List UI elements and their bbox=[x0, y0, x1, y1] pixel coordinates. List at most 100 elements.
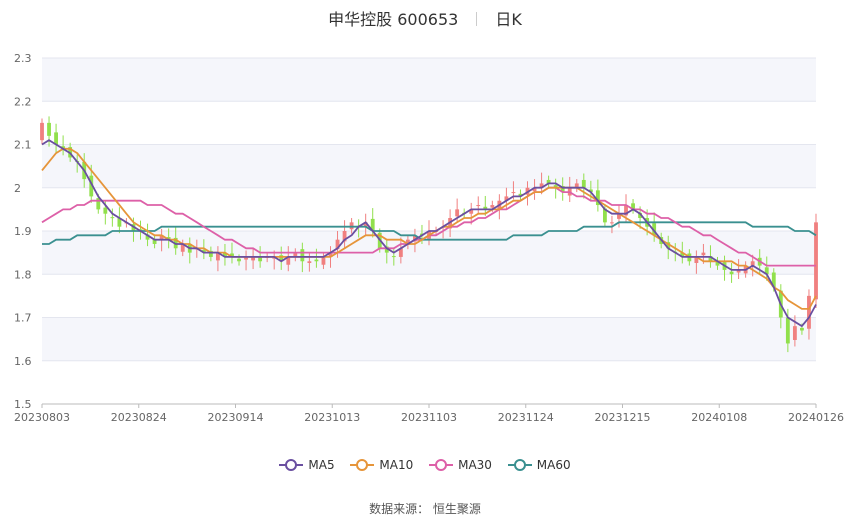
x-tick-label: 20231124 bbox=[498, 411, 554, 424]
candle-body bbox=[201, 250, 206, 253]
candle-body bbox=[230, 253, 234, 257]
grid-band bbox=[42, 58, 816, 102]
candle bbox=[230, 242, 234, 264]
stock-name: 申华控股 600653 bbox=[328, 10, 459, 29]
candle-body bbox=[532, 187, 537, 192]
candle-body bbox=[314, 259, 319, 262]
candle-body bbox=[771, 272, 776, 288]
candle-body bbox=[258, 256, 263, 262]
candle-body bbox=[469, 209, 474, 214]
grid-band bbox=[42, 317, 816, 361]
y-tick-label: 2 bbox=[14, 182, 21, 195]
ma60-marker-icon bbox=[507, 459, 532, 471]
candle-body bbox=[47, 122, 51, 136]
legend-item-ma30[interactable]: MA30 bbox=[429, 458, 492, 472]
candle-body bbox=[96, 198, 101, 210]
candle-body bbox=[610, 222, 614, 224]
ma10-marker-icon bbox=[350, 459, 375, 471]
ma-lines bbox=[41, 139, 817, 328]
candle-body bbox=[631, 203, 635, 210]
x-tick-label: 20231013 bbox=[304, 411, 360, 424]
candle bbox=[574, 179, 579, 193]
y-tick-label: 1.6 bbox=[14, 355, 32, 368]
candle-body bbox=[251, 256, 256, 261]
candle-body bbox=[413, 235, 417, 242]
ma5-line bbox=[41, 139, 817, 328]
candle-body bbox=[40, 122, 44, 141]
candle bbox=[631, 198, 635, 214]
x-axis: 20230803 20230824 20230914 20231013 20231103… bbox=[14, 403, 844, 424]
candle-body bbox=[792, 326, 797, 340]
y-tick-label: 1.5 bbox=[14, 398, 32, 411]
candle-body bbox=[729, 271, 734, 275]
candle-body bbox=[553, 185, 558, 188]
candle bbox=[483, 195, 488, 216]
candle bbox=[405, 235, 410, 250]
candle bbox=[279, 246, 284, 270]
candle bbox=[384, 240, 389, 264]
candle-body bbox=[117, 218, 122, 227]
candle-body bbox=[370, 218, 375, 231]
legend-item-ma5[interactable]: MA5 bbox=[279, 458, 335, 472]
legend-item-ma10[interactable]: MA10 bbox=[350, 458, 413, 472]
candle bbox=[54, 123, 58, 154]
x-tick-label: 20231103 bbox=[401, 411, 457, 424]
x-tick-label: 20230914 bbox=[208, 411, 264, 424]
legend-label: MA30 bbox=[458, 458, 492, 472]
x-tick-label: 20230803 bbox=[14, 411, 70, 424]
candle bbox=[652, 212, 657, 242]
candle bbox=[363, 213, 368, 236]
candle-body bbox=[652, 223, 657, 236]
candle-body bbox=[363, 222, 368, 227]
candle bbox=[617, 205, 621, 228]
candle-body bbox=[307, 261, 312, 264]
candle-body bbox=[785, 317, 790, 344]
candle bbox=[180, 239, 185, 257]
candle bbox=[532, 179, 537, 200]
candle-body bbox=[89, 175, 94, 197]
candle bbox=[602, 204, 607, 227]
candle-body bbox=[328, 252, 333, 257]
candle bbox=[208, 246, 213, 262]
candle bbox=[807, 289, 811, 340]
candle-body bbox=[180, 243, 185, 252]
legend-item-ma60[interactable]: MA60 bbox=[507, 458, 571, 472]
candle bbox=[560, 177, 565, 201]
candle bbox=[110, 208, 115, 227]
candle-body bbox=[764, 267, 769, 275]
candle bbox=[715, 256, 720, 270]
candle-body bbox=[574, 183, 579, 188]
candle-body bbox=[279, 255, 284, 262]
candle bbox=[307, 252, 312, 272]
candle-body bbox=[476, 205, 481, 207]
candle-body bbox=[321, 256, 326, 265]
candle-body bbox=[638, 212, 643, 219]
x-tick-label: 20230824 bbox=[111, 411, 167, 424]
candle-body bbox=[490, 205, 495, 208]
candle-body bbox=[617, 213, 621, 219]
candle-body bbox=[237, 258, 241, 262]
candle bbox=[814, 213, 818, 308]
candle-body bbox=[518, 193, 523, 197]
candle bbox=[391, 247, 396, 266]
candle-body bbox=[300, 249, 305, 262]
candle-body bbox=[708, 256, 713, 262]
candle bbox=[764, 256, 769, 281]
candle bbox=[47, 116, 51, 147]
candle bbox=[321, 252, 326, 270]
y-tick-label: 2.3 bbox=[14, 52, 32, 65]
ma5-marker-icon bbox=[279, 459, 304, 471]
candle-body bbox=[342, 231, 347, 242]
candle bbox=[398, 237, 403, 264]
candle bbox=[40, 118, 44, 145]
candle-body bbox=[159, 235, 164, 241]
legend-label: MA60 bbox=[536, 458, 571, 472]
y-tick-label: 1.8 bbox=[14, 268, 32, 281]
candle bbox=[370, 208, 375, 238]
candle-body bbox=[680, 252, 685, 257]
candle bbox=[244, 250, 248, 271]
candle bbox=[581, 173, 586, 199]
candle-body bbox=[286, 256, 291, 265]
candle-body bbox=[455, 209, 460, 217]
x-tick-label: 20240126 bbox=[788, 411, 844, 424]
